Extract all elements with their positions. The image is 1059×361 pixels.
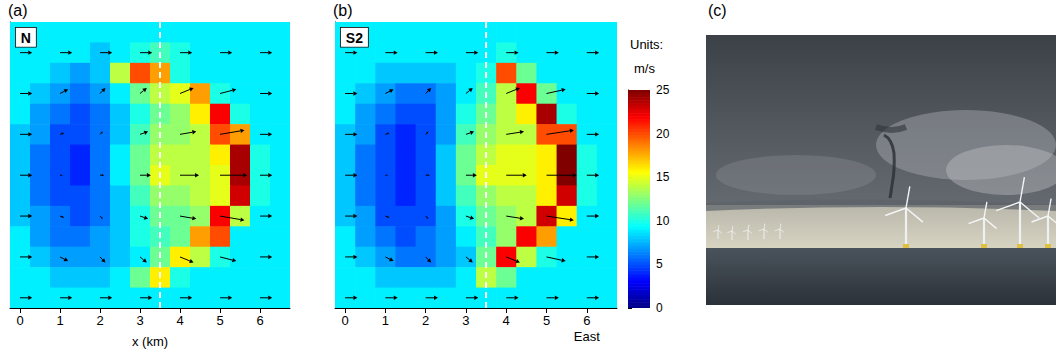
svg-text:N: N [21,30,31,46]
svg-text:x (km): x (km) [132,334,168,349]
svg-text:5: 5 [543,313,550,328]
svg-text:5: 5 [656,257,663,271]
svg-text:6: 6 [256,313,263,328]
svg-text:m/s: m/s [634,61,655,76]
svg-text:Units:: Units: [630,37,663,52]
svg-text:East: East [574,329,600,344]
svg-text:15: 15 [656,170,670,184]
svg-text:6: 6 [583,313,590,328]
svg-text:0: 0 [341,313,348,328]
svg-text:3: 3 [136,313,143,328]
svg-text:3: 3 [462,313,469,328]
svg-text:5: 5 [216,313,223,328]
svg-text:2: 2 [422,313,429,328]
svg-text:10: 10 [656,214,670,228]
svg-text:25: 25 [656,83,670,97]
svg-text:1: 1 [382,313,389,328]
svg-text:(c): (c) [708,2,727,19]
svg-text:4: 4 [176,313,183,328]
svg-text:S2: S2 [346,30,363,46]
svg-text:20: 20 [656,127,670,141]
svg-text:2: 2 [96,313,103,328]
svg-text:(a): (a) [8,2,28,19]
svg-text:1: 1 [56,313,63,328]
svg-text:0: 0 [656,301,663,315]
svg-text:0: 0 [16,313,23,328]
svg-text:(b): (b) [333,2,353,19]
svg-text:4: 4 [503,313,510,328]
